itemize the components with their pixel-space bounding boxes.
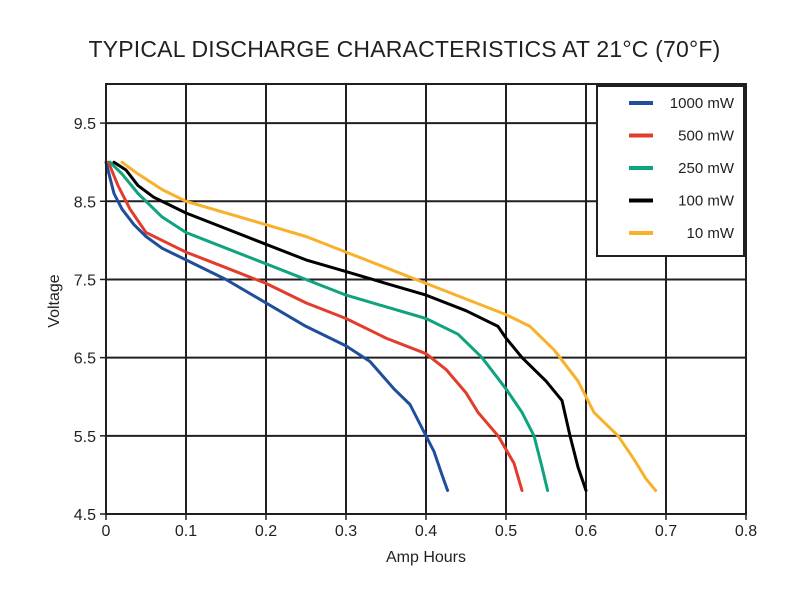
series-line-250-mw [108,160,550,492]
series-line-1000-mw [104,160,450,492]
legend-box [596,85,745,257]
x-tick-label: 0.5 [495,523,517,540]
series-line-100-mw [112,160,588,492]
y-tick-label: 9.5 [74,116,96,133]
legend-label: 1000 mW [670,95,735,112]
chart-title: TYPICAL DISCHARGE CHARACTERISTICS AT 21°… [88,36,721,62]
y-tick-label: 8.5 [74,194,96,211]
x-tick-label: 0.1 [175,523,197,540]
y-tick-label: 4.5 [74,507,96,524]
x-tick-label: 0.7 [655,523,677,540]
x-tick-label: 0.8 [735,523,757,540]
series-line-10-mw [120,160,658,492]
legend-label: 10 mW [686,225,734,242]
x-tick-label: 0.4 [415,523,437,540]
x-tick-label: 0.2 [255,523,277,540]
legend-label: 100 mW [678,193,735,210]
x-axis-label: Amp Hours [386,549,466,566]
series-layer [104,160,658,492]
y-tick-label: 6.5 [74,351,96,368]
x-tick-label: 0.3 [335,523,357,540]
legend: 1000 mW 500 mW 250 mW 100 mW 10 mW [596,85,745,257]
tick-layer: 0 0.1 0.2 0.3 0.4 0.5 0.6 0.7 0.8 4.5 5.5 6.5 7.5 8.5… [74,116,757,540]
legend-label: 250 mW [678,160,735,177]
x-tick-label: 0.6 [575,523,597,540]
y-tick-label: 7.5 [74,272,96,289]
y-axis-label: Voltage [46,274,63,327]
y-tick-label: 5.5 [74,429,96,446]
x-tick-label: 0 [102,523,111,540]
series-line-500-mw [106,160,524,492]
legend-label: 500 mW [678,128,735,145]
